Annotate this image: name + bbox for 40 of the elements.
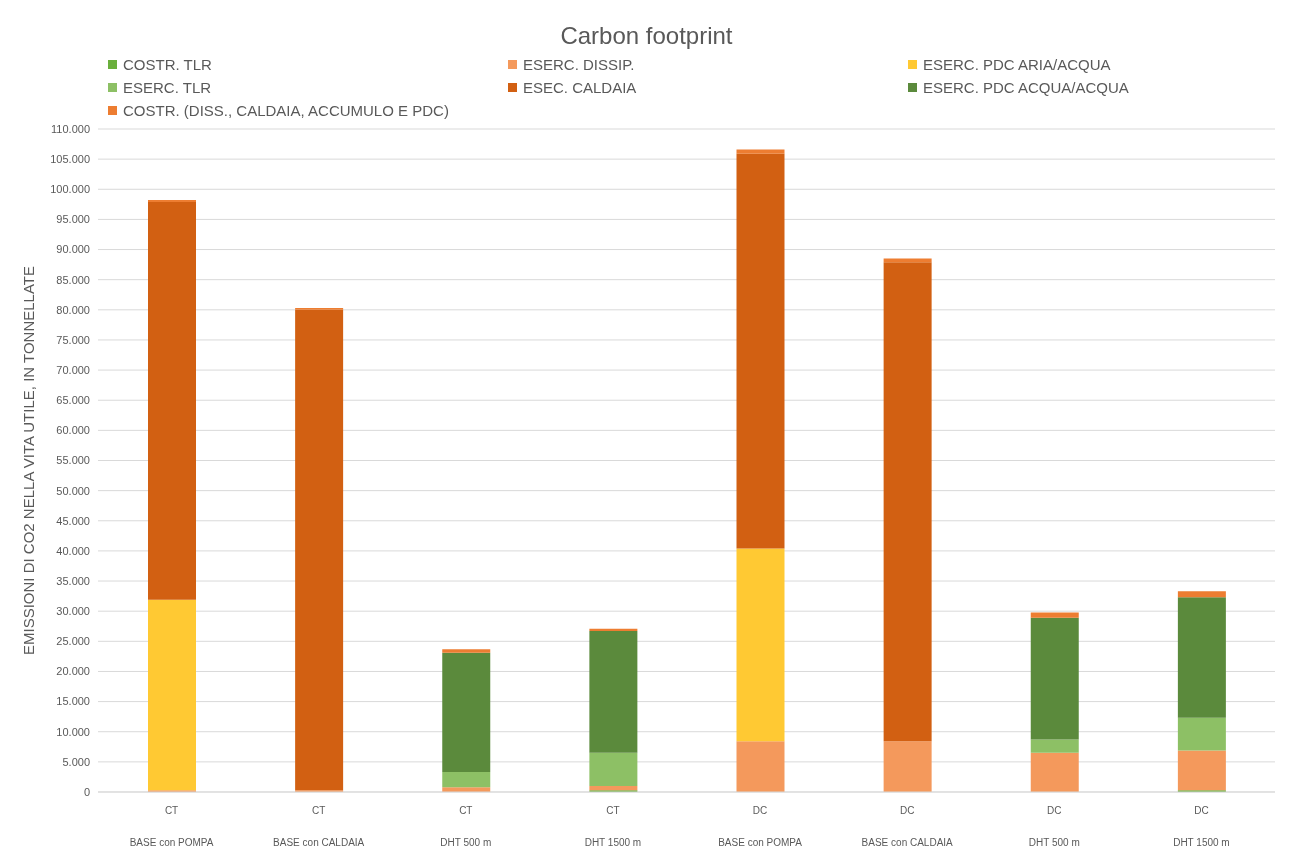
y-tick-label: 30.000 — [56, 605, 90, 618]
legend-label: ESERC. PDC ARIA/ACQUA — [923, 56, 1111, 73]
category-label: DC BASE con POMPA — [718, 805, 802, 848]
y-tick-label: 20.000 — [56, 665, 90, 678]
y-tick-label: 45.000 — [56, 514, 90, 527]
y-tick-label: 55.000 — [56, 454, 90, 467]
y-tick-label: 80.000 — [56, 303, 90, 316]
y-tick-label: 5.000 — [62, 755, 90, 768]
y-tick-label: 40.000 — [56, 544, 90, 557]
y-tick-label: 100.000 — [50, 183, 90, 196]
legend-label: ESERC. PDC ACQUA/ACQUA — [923, 79, 1129, 96]
legend-label: ESEC. CALDAIA — [523, 79, 637, 96]
legend-label: COSTR. (DISS., CALDAIA, ACCUMULO E PDC) — [123, 102, 449, 119]
y-tick-label: 35.000 — [56, 574, 90, 587]
legend-label: ESERC. DISSIP. — [523, 56, 635, 73]
y-tick-label: 15.000 — [56, 695, 90, 708]
legend-label: ESERC. TLR — [123, 79, 212, 96]
y-tick-label: 70.000 — [56, 364, 90, 376]
legend-label: COSTR. TLR — [123, 56, 212, 73]
y-tick-label: 95.000 — [56, 213, 90, 226]
y-tick-label: 0 — [83, 785, 90, 798]
y-tick-label: 85.000 — [56, 273, 90, 286]
category-label: DC DHT 1500 m — [1173, 805, 1230, 848]
chart-title: Carbon footprint — [559, 21, 734, 51]
y-tick-label: 65.000 — [56, 394, 90, 407]
y-tick-label: 60.000 — [56, 424, 90, 437]
y-tick-label: 10.000 — [56, 725, 90, 738]
category-label: DC DHT 500 m — [1028, 805, 1080, 848]
category-label: CT BASE con POMPA — [129, 805, 214, 848]
y-tick-label: 105.000 — [50, 153, 90, 166]
y-tick-label: 50.000 — [56, 484, 90, 497]
y-tick-label: 110.000 — [51, 122, 90, 135]
y-axis-title: EMISSIONI DI CO2 NELLA VITA UTILE, IN TONNELLATE — [20, 265, 38, 656]
y-tick-label: 90.000 — [56, 243, 90, 256]
category-label: DC BASE con CALDAIA — [861, 805, 953, 848]
category-label: CT BASE con CALDAIA — [273, 805, 365, 848]
category-label: CT DHT 1500 m — [584, 805, 642, 848]
category-label: CT DHT 500 m — [440, 805, 492, 848]
y-tick-label: 75.000 — [56, 333, 90, 346]
y-tick-label: 25.000 — [56, 635, 90, 648]
